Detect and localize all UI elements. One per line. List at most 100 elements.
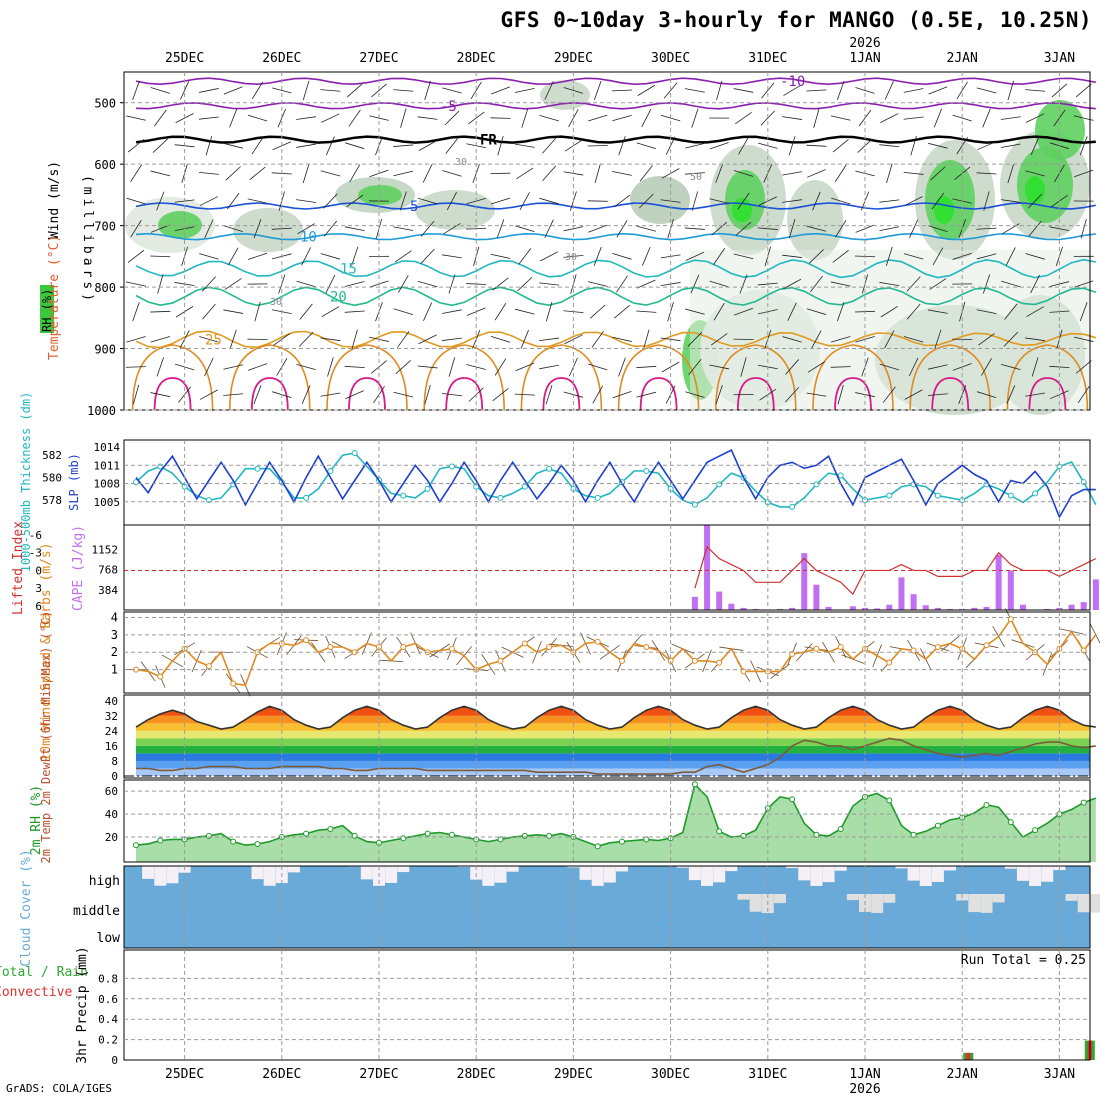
wind-barb: [1030, 274, 1040, 294]
thickness-line-marker: [643, 467, 650, 474]
wind-barb: [1006, 385, 1016, 404]
bottom-date-label: 2JAN: [947, 1067, 978, 1082]
wind-barb: [298, 331, 314, 347]
wind-barb: [544, 219, 554, 238]
top-date-label: 25DEC: [165, 51, 204, 66]
top-date-label: 3JAN: [1044, 51, 1075, 66]
wind-barb: [908, 357, 919, 377]
bottom-date-label: 3JAN: [1044, 1067, 1075, 1082]
wind-barb: [126, 336, 146, 343]
wind-barb: [685, 391, 705, 398]
wind-barb: [812, 191, 821, 211]
wind-barb: [933, 108, 942, 128]
wind-barb: [638, 193, 654, 209]
wind-barb: [492, 277, 509, 291]
rh-area: [136, 784, 1096, 862]
wind-barb: [346, 194, 364, 208]
rh-shade: [630, 176, 690, 224]
wind-speed-line-marker: [546, 644, 553, 651]
wind-barb: [247, 363, 268, 371]
cloud-clear-high: [1016, 866, 1029, 881]
wind-barb: [588, 114, 608, 122]
cloud-clear-high: [470, 866, 483, 880]
rh-line-marker: [205, 832, 212, 839]
wind-barb: [909, 219, 919, 238]
wind-barb: [886, 163, 893, 184]
wind-barb: [663, 82, 678, 99]
wind-barb: [903, 253, 924, 260]
wind-barb: [490, 197, 511, 205]
li-tick-label: 6: [35, 600, 42, 613]
wind-barb: [691, 191, 699, 211]
wind-barb: [223, 86, 243, 95]
rh-line-marker: [157, 837, 164, 844]
wind-barb: [738, 136, 749, 155]
wind-barb: [296, 363, 316, 370]
wind-barb: [737, 192, 750, 210]
wind-barb: [1053, 109, 1066, 127]
top-date-label: 26DEC: [262, 51, 301, 66]
wind-barb: [441, 254, 462, 259]
wind-barb: [927, 309, 948, 314]
wind-barb: [978, 333, 995, 346]
wind-barb: [733, 253, 754, 260]
wind-barb: [928, 225, 948, 233]
wind-barb: [614, 304, 630, 319]
wind-barb: [715, 163, 724, 183]
wind-barb: [1051, 83, 1068, 98]
wind-barb: [494, 358, 507, 376]
isotherm-line: [135, 135, 1096, 144]
pressure-tick-label: 600: [94, 158, 116, 172]
cape-bar: [983, 606, 990, 610]
wind-barb: [563, 87, 584, 94]
rh-tick-label: 40: [105, 808, 118, 821]
wind-barb: [1079, 136, 1088, 156]
wind-barb: [539, 364, 560, 370]
rh-line-marker: [327, 826, 334, 833]
wind-barb: [125, 366, 147, 368]
pressure-tick-label: 900: [94, 343, 116, 357]
p8-frame: [123, 949, 1091, 1061]
wind-barb: [296, 280, 316, 288]
cape-bar: [971, 607, 978, 610]
surface-isotherm: [229, 344, 311, 411]
wind-barb: [684, 172, 705, 175]
wind-barb: [735, 221, 752, 236]
wind-barb: [612, 391, 632, 399]
wind-speed-line-marker: [983, 642, 990, 649]
surface-isotherm-hot: [736, 377, 775, 411]
cloud-level-label: middle: [73, 904, 120, 919]
thickness-line-marker: [813, 481, 820, 488]
cloud-clear-high: [458, 866, 471, 868]
wind-barb: [830, 366, 851, 368]
wind-barb: [636, 365, 657, 369]
wind-barb: [150, 392, 171, 398]
temp-tick-label: 0: [111, 770, 118, 783]
isotherm-line: [135, 232, 1096, 241]
thickness-line-marker: [1007, 492, 1014, 499]
cape-bar: [1092, 579, 1099, 610]
wind-barb: [884, 330, 895, 349]
cloud-clear-high: [798, 866, 811, 881]
wind-barb: [690, 274, 700, 294]
wind-barb: [344, 226, 365, 231]
cape-bar: [825, 606, 832, 610]
thickness-line-marker: [716, 481, 723, 488]
wind-barb: [1079, 302, 1088, 322]
cape-bar: [776, 608, 783, 610]
precip-conv-bar: [966, 1052, 971, 1060]
cloud-clear-high: [482, 866, 495, 886]
thickness-line-marker: [837, 472, 844, 479]
wind-barb: [345, 142, 365, 150]
wind-barb: [223, 364, 244, 370]
wind-barb: [1007, 80, 1015, 101]
wind-barb: [301, 247, 311, 266]
wind-barb: [1077, 386, 1090, 404]
cloud-clear-high: [919, 866, 932, 886]
p6-frame: [123, 779, 1091, 863]
wind-barb: [613, 194, 631, 208]
wind-barb: [1003, 331, 1019, 347]
cloud-clear-high: [603, 866, 616, 883]
wind-tick-label: 2: [111, 645, 118, 659]
wind-barb: [931, 192, 945, 210]
